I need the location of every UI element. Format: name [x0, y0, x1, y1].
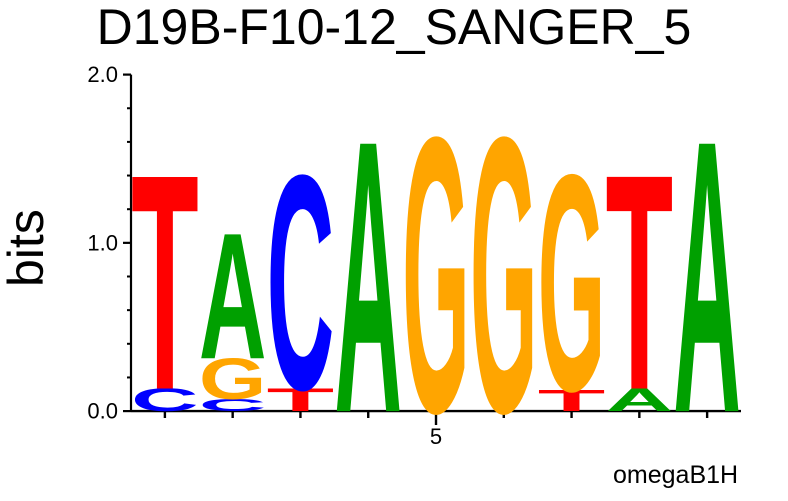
svg-text:0.0: 0.0: [87, 399, 118, 424]
svg-text:T: T: [131, 112, 199, 455]
svg-text:1.0: 1.0: [87, 231, 118, 256]
svg-text:A: A: [334, 60, 402, 494]
svg-text:2.0: 2.0: [87, 62, 118, 87]
svg-text:A: A: [673, 60, 741, 494]
svg-text:G: G: [402, 55, 470, 495]
svg-text:C: C: [267, 112, 335, 455]
svg-text:G: G: [470, 55, 538, 495]
svg-text:G: G: [538, 110, 606, 456]
svg-text:A: A: [199, 195, 267, 397]
svg-text:T: T: [606, 111, 674, 454]
